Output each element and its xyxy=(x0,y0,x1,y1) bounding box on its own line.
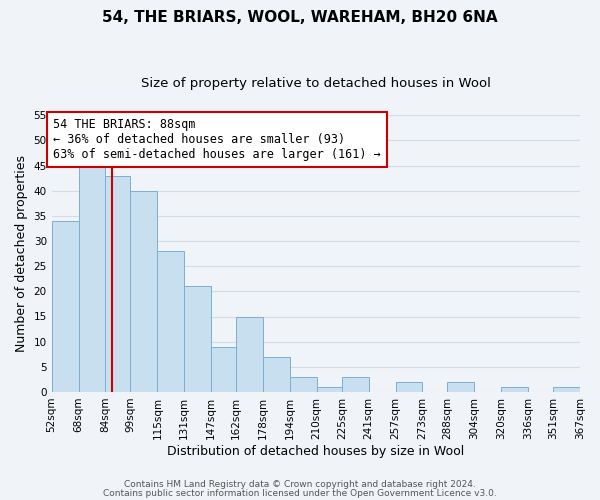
Bar xyxy=(79,160,106,392)
Bar xyxy=(317,387,342,392)
Text: 54, THE BRIARS, WOOL, WAREHAM, BH20 6NA: 54, THE BRIARS, WOOL, WAREHAM, BH20 6NA xyxy=(102,10,498,25)
Bar xyxy=(290,377,317,392)
Bar xyxy=(52,221,79,392)
Text: Contains HM Land Registry data © Crown copyright and database right 2024.: Contains HM Land Registry data © Crown c… xyxy=(124,480,476,489)
Text: Contains public sector information licensed under the Open Government Licence v3: Contains public sector information licen… xyxy=(103,488,497,498)
Text: 54 THE BRIARS: 88sqm
← 36% of detached houses are smaller (93)
63% of semi-detac: 54 THE BRIARS: 88sqm ← 36% of detached h… xyxy=(53,118,381,161)
Bar xyxy=(211,346,236,392)
Bar xyxy=(263,356,290,392)
X-axis label: Distribution of detached houses by size in Wool: Distribution of detached houses by size … xyxy=(167,444,464,458)
Bar xyxy=(130,190,157,392)
Bar xyxy=(184,286,211,392)
Bar xyxy=(395,382,422,392)
Bar xyxy=(553,387,580,392)
Bar xyxy=(501,387,528,392)
Bar xyxy=(342,377,368,392)
Y-axis label: Number of detached properties: Number of detached properties xyxy=(15,155,28,352)
Title: Size of property relative to detached houses in Wool: Size of property relative to detached ho… xyxy=(141,78,491,90)
Bar xyxy=(236,316,263,392)
Bar xyxy=(157,251,184,392)
Bar xyxy=(448,382,475,392)
Bar xyxy=(106,176,130,392)
